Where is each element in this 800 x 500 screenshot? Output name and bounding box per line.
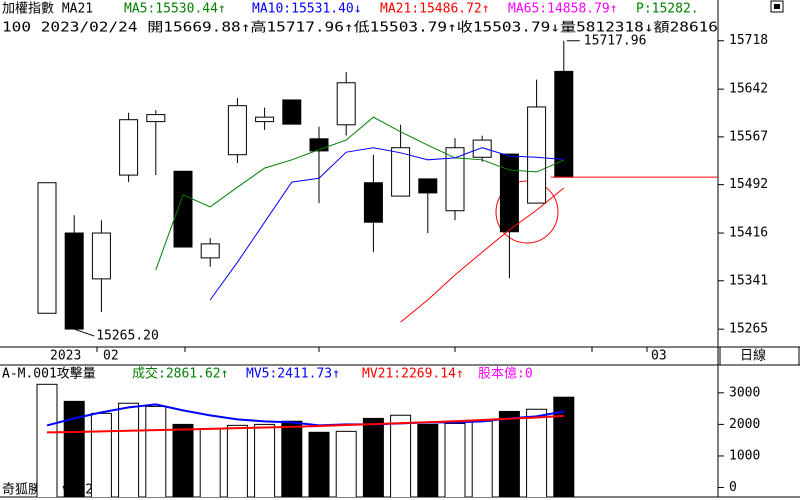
volume-bar (63, 400, 85, 497)
volume-bar (526, 408, 548, 497)
ma-line (400, 187, 565, 323)
y-tick-label: 15492 (729, 177, 768, 192)
volume-bar (145, 405, 167, 497)
candle-body (527, 106, 547, 204)
y-tick-label: 15341 (729, 273, 768, 288)
y-tick-label: 15718 (729, 33, 768, 48)
value-label: 成交:2861.62↑ (132, 366, 228, 382)
legend-entry: MA10:15531.40↓ (252, 2, 362, 17)
candle-body (227, 105, 247, 156)
legend-entry: MA21:15486.72↑ (380, 2, 490, 17)
ma-line (155, 116, 564, 271)
volume-bar (417, 423, 439, 497)
volume-bar (118, 402, 140, 497)
y-tick-label: 1000 (729, 448, 760, 463)
period-label[interactable]: 日線 (740, 348, 766, 364)
candle-body (418, 178, 438, 194)
candle-body (146, 114, 166, 123)
candle-body (64, 232, 84, 330)
volume-bar (254, 423, 276, 497)
low-label: 15265.20 (96, 329, 159, 344)
volume-plot (36, 383, 575, 497)
volume-bar (172, 423, 194, 497)
volume-bar (199, 428, 221, 497)
indicator: MA65:14858.79↑ (508, 2, 618, 17)
legend-entry: MA5:15530.44↑ (124, 2, 226, 17)
y-tick-label: 0 (729, 480, 737, 495)
candle-body (282, 99, 302, 125)
y-tick-label: 15416 (729, 226, 768, 241)
legend-entry: MV21:2269.14↑ (362, 367, 464, 382)
ma-line (209, 147, 564, 301)
indicator: P:15282. (636, 2, 699, 17)
highlight-circle (495, 180, 559, 244)
volume-bar (471, 420, 493, 497)
candle-body (391, 147, 411, 197)
candle-body (336, 82, 356, 126)
window-button-icon (774, 4, 780, 9)
candle-body (309, 138, 329, 152)
price-plot (37, 40, 574, 330)
candle-body (255, 116, 275, 123)
volume-bar (90, 412, 112, 497)
volume-bar (281, 420, 303, 497)
y-tick-label: 15265 (729, 322, 768, 337)
volume-bar (390, 414, 412, 497)
volume-bar (335, 430, 357, 497)
ma-line (46, 403, 564, 427)
volume-bar (362, 417, 384, 497)
x-tick-label: 03 (651, 349, 667, 364)
candle-body (119, 119, 139, 176)
candle-body (363, 182, 383, 223)
leader-line (74, 328, 95, 337)
ma-line (46, 414, 564, 434)
candle-body (200, 243, 220, 259)
candle-body (37, 182, 57, 314)
y-tick-label: 15567 (729, 129, 768, 144)
volume-bar (36, 383, 58, 497)
x-tick-label: 02 (103, 349, 119, 364)
volume-bar (498, 410, 520, 497)
chart-title: 加權指數 MA21 (2, 2, 93, 17)
volume-bar (226, 424, 248, 497)
y-tick-label: 3000 (729, 385, 760, 400)
indicator: 股本億:0 (478, 366, 533, 382)
y-tick-label: 2000 (729, 417, 760, 432)
quote-info: 100 2023/02/24 開15669.88↑高15717.96↑低1550… (2, 20, 718, 36)
candle-body (499, 153, 519, 233)
x-tick-label: 2023 (50, 349, 81, 364)
y-tick-label: 15642 (729, 82, 768, 97)
high-label: 15717.96 (584, 33, 647, 48)
candle-body (554, 70, 574, 178)
volume-bar (444, 422, 466, 497)
candle-body (445, 147, 465, 212)
legend-entry: MV5:2411.73↑ (246, 367, 340, 382)
candle-body (472, 139, 492, 158)
candle-body (173, 170, 193, 248)
volume-bar (308, 431, 330, 497)
period-box[interactable] (719, 346, 800, 366)
volume-bar (553, 396, 575, 497)
panel-title: A-M.001攻擊量 (2, 366, 96, 382)
candle-body (91, 232, 111, 280)
